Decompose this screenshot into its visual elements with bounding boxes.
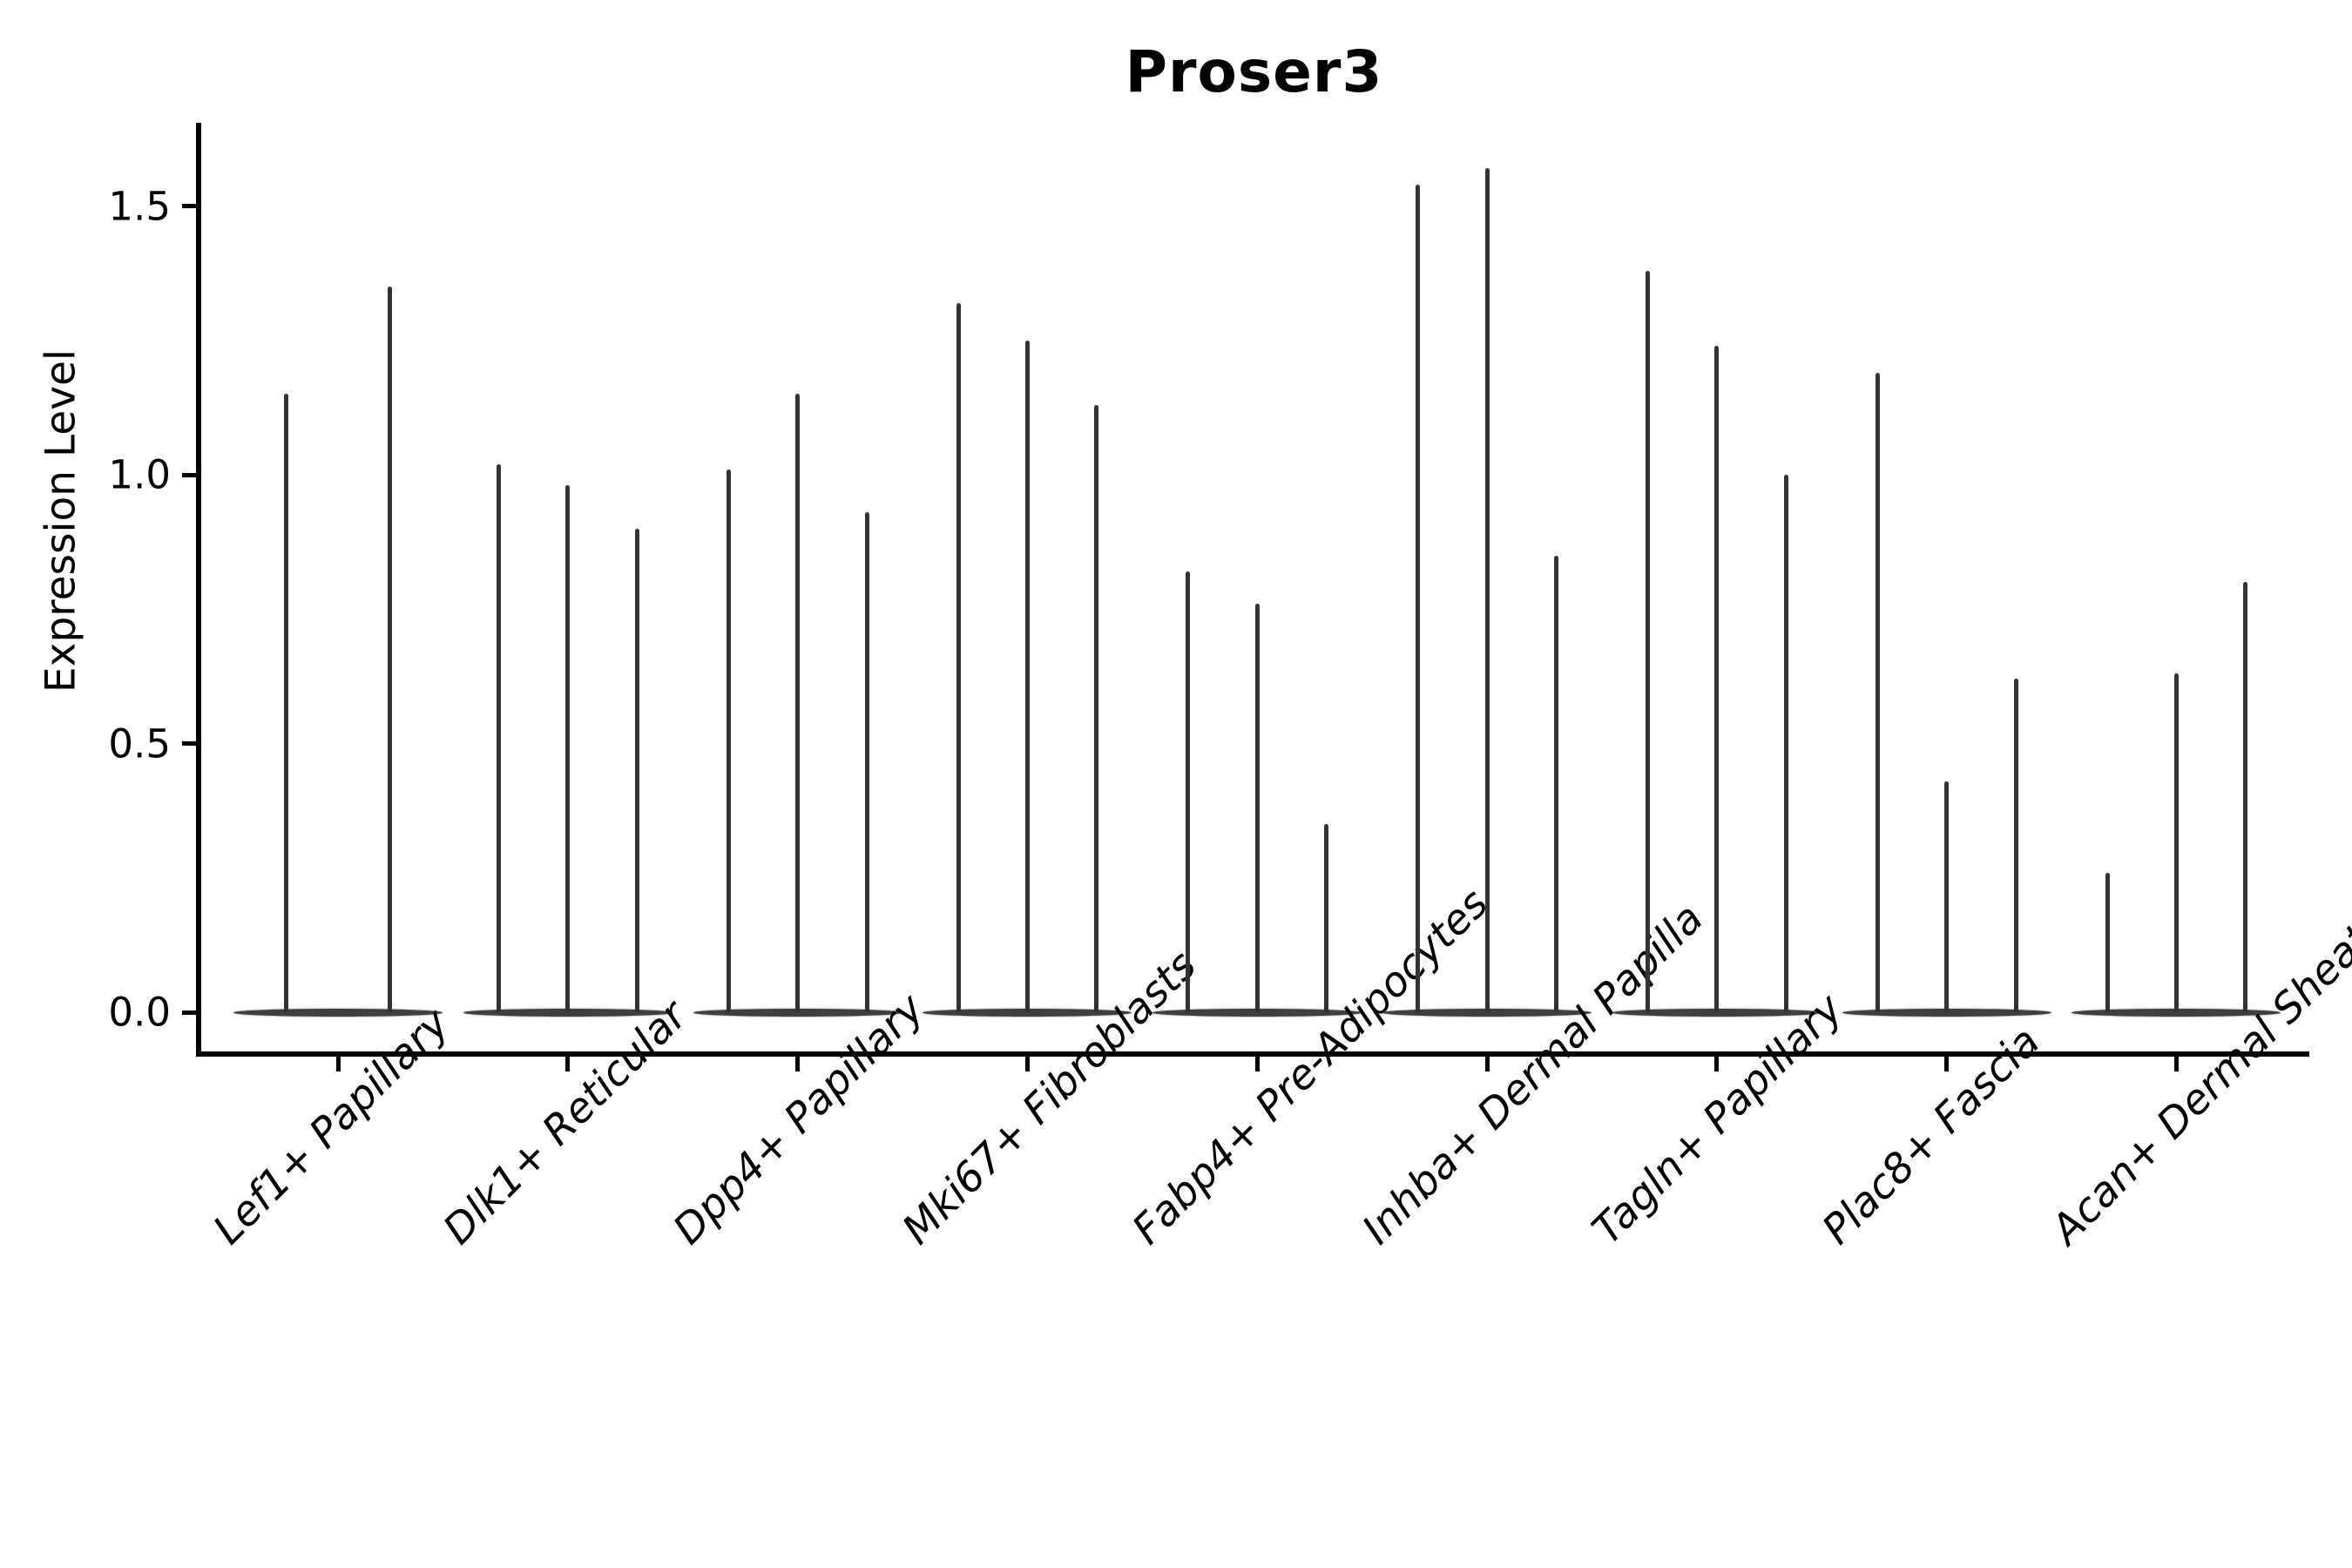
y-tick-mark: [182, 1010, 197, 1015]
violin: [864, 512, 869, 1012]
violin: [496, 463, 501, 1012]
violin: [1324, 824, 1329, 1012]
violin: [1553, 555, 1558, 1012]
x-tick-label: Dlk1+ Reticular: [434, 991, 697, 1254]
x-tick-label: Inhba+ Dermal Papilla: [1353, 894, 1713, 1254]
x-tick-mark: [1484, 1057, 1490, 1071]
violin: [1024, 340, 1030, 1012]
y-axis-label: Expression Level: [37, 348, 85, 693]
violin: [1875, 372, 1880, 1012]
violin: [795, 394, 801, 1012]
x-tick-label: Dpp4+ Papillary: [664, 984, 934, 1254]
violin: [565, 485, 571, 1012]
violin: [2105, 872, 2110, 1012]
y-tick-mark: [182, 204, 197, 208]
violin: [726, 469, 731, 1012]
x-axis-spine: [196, 1051, 2309, 1057]
x-tick-label: Lef1+ Papillary: [204, 999, 459, 1254]
x-tick-mark: [795, 1057, 801, 1071]
violin-baseline-body: [1612, 1008, 1821, 1017]
x-tick-mark: [565, 1057, 571, 1071]
x-tick-label: Mki67+ Fibroblasts: [893, 941, 1206, 1254]
violin: [2013, 679, 2018, 1012]
x-tick-mark: [2173, 1057, 2179, 1071]
violin: [388, 287, 393, 1012]
violin: [2243, 582, 2248, 1012]
y-tick-label: 1.5: [108, 183, 171, 229]
violin: [1944, 781, 1950, 1012]
violin: [1484, 168, 1490, 1012]
x-tick-mark: [1024, 1057, 1030, 1071]
y-axis-spine: [196, 123, 201, 1057]
violin: [1094, 404, 1099, 1012]
violin: [956, 302, 961, 1012]
violin: [634, 528, 639, 1012]
x-tick-mark: [1714, 1057, 1720, 1071]
y-tick-label: 0.0: [108, 989, 171, 1036]
x-tick-label: Acan+ Dermal Sheath: [2042, 897, 2352, 1254]
violin-baseline-body: [2072, 1008, 2281, 1017]
y-tick-label: 1.0: [108, 451, 171, 498]
x-tick-mark: [1944, 1057, 1950, 1071]
x-tick-mark: [1254, 1057, 1260, 1071]
violin-baseline-body: [1842, 1008, 2051, 1017]
y-tick-label: 0.5: [108, 720, 171, 767]
violin: [1645, 270, 1650, 1012]
violin-baseline-body: [1382, 1008, 1592, 1017]
violin: [1416, 184, 1421, 1012]
violin-baseline-body: [1152, 1008, 1362, 1017]
violin: [1254, 604, 1260, 1012]
violin: [1783, 475, 1788, 1012]
violin-baseline-body: [923, 1008, 1132, 1017]
y-tick-mark: [182, 741, 197, 746]
chart-title: Proser3: [1125, 38, 1383, 105]
x-tick-label: Fabp4+ Pre-Adipocytes: [1123, 879, 1498, 1254]
violin: [1186, 571, 1191, 1012]
x-tick-label: Tagln+ Papillary: [1583, 984, 1853, 1254]
x-tick-label: Plac8+ Fascia: [1813, 1017, 2050, 1254]
violin: [2173, 673, 2179, 1012]
x-tick-mark: [335, 1057, 341, 1071]
violin-baseline-body: [463, 1008, 672, 1017]
violin: [283, 394, 288, 1012]
violin: [1714, 345, 1720, 1012]
violin-baseline-body: [233, 1008, 443, 1017]
violin-baseline-body: [693, 1008, 902, 1017]
y-tick-mark: [182, 472, 197, 477]
